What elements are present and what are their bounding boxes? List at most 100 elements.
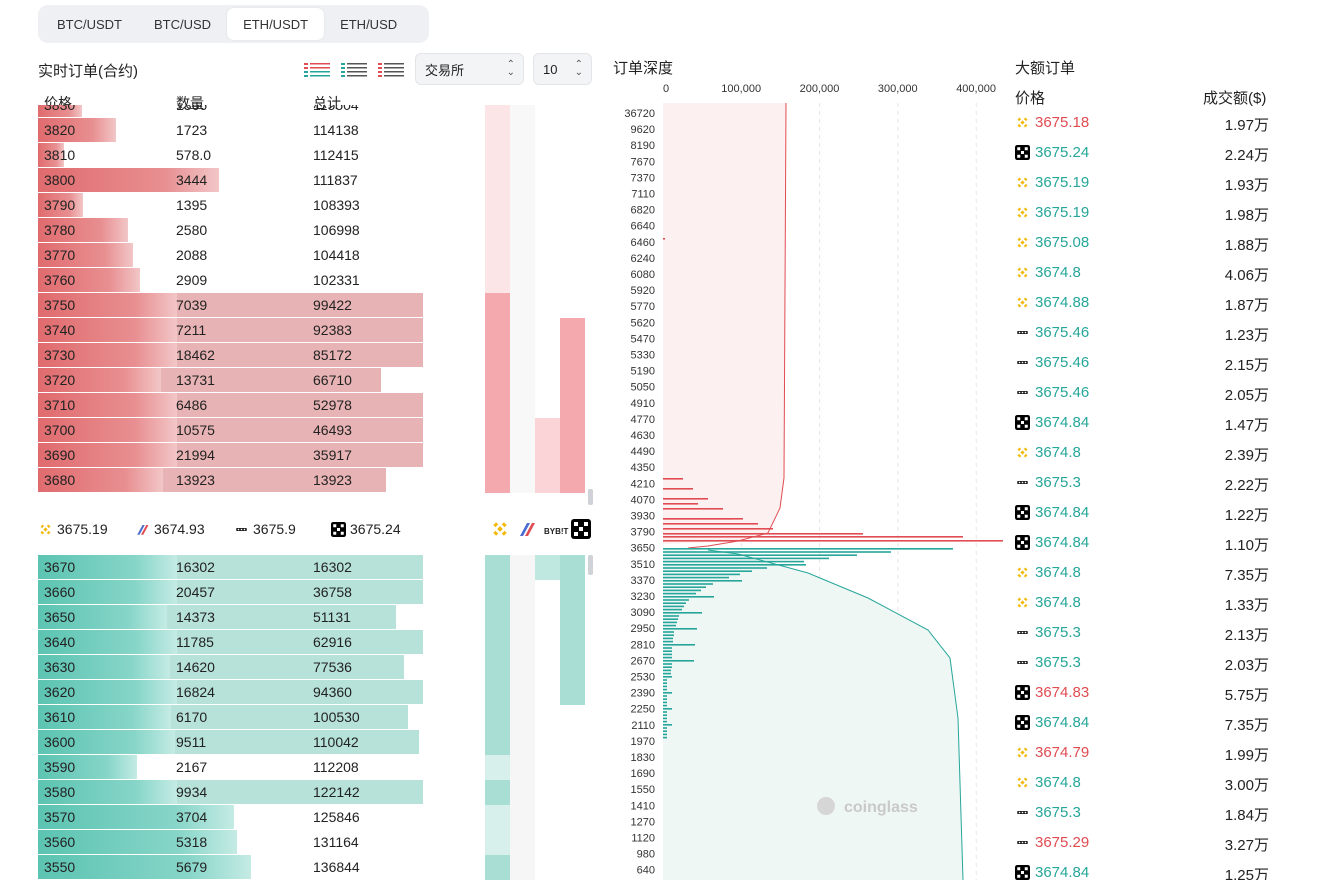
view-bids-icon[interactable] (340, 60, 368, 80)
large-order-row[interactable]: 3674.8 2.39万 (1015, 438, 1275, 468)
row-qty: 578.0 (176, 147, 212, 163)
bid-row[interactable]: 3560 5318 131164 (38, 830, 423, 855)
heat-cell (560, 343, 585, 368)
bitmex-filter-icon[interactable] (517, 519, 537, 544)
bid-row[interactable]: 3580 9934 122142 (38, 780, 423, 805)
ask-row[interactable]: 3710 6486 52978 (38, 393, 423, 418)
y-tick-label: 640 (637, 865, 655, 877)
bid-bar (663, 720, 667, 723)
bid-bar (663, 608, 682, 611)
bids-scrollbar[interactable] (588, 555, 593, 575)
asks-scrollbar[interactable] (588, 489, 593, 505)
large-order-amount: 1.99万 (1224, 747, 1269, 764)
exchange-select[interactable]: 交易所 ⌃ ⌄ (415, 53, 524, 85)
heat-cell (535, 268, 560, 293)
bitmex-icon (135, 522, 150, 537)
bid-row[interactable]: 3620 16824 94360 (38, 680, 423, 705)
ask-row[interactable]: 3750 7039 99422 (38, 293, 423, 318)
large-order-row[interactable]: 3675.3 2.13万 (1015, 618, 1275, 648)
large-order-row[interactable]: 3674.83 5.75万 (1015, 678, 1275, 708)
row-qty: 6170 (176, 709, 208, 725)
tab-btc-usd[interactable]: BTC/USD (154, 16, 212, 32)
bid-row[interactable]: 3640 11785 62916 (38, 630, 423, 655)
large-order-row[interactable]: 3675.19 1.98万 (1015, 198, 1275, 228)
depth-select[interactable]: 10 ⌃ ⌄ (533, 53, 592, 85)
ask-row[interactable]: 3680 13923 13923 (38, 468, 423, 493)
view-asks-icon[interactable] (377, 60, 405, 80)
binance-icon (1015, 745, 1030, 760)
large-order-row[interactable]: 3674.84 1.47万 (1015, 408, 1275, 438)
large-order-row[interactable]: 3674.84 1.25万 (1015, 858, 1275, 880)
ask-row[interactable]: 3790 1395 108393 (38, 193, 423, 218)
ask-row[interactable]: 3810 578.0 112415 (38, 143, 423, 168)
tab-eth-usdt[interactable]: ETH/USDT (227, 8, 325, 40)
ask-row[interactable]: 3820 1723 114138 (38, 118, 423, 143)
large-order-row[interactable]: 3675.46 1.23万 (1015, 318, 1275, 348)
bybit-filter-icon[interactable]: BYB!T (544, 527, 569, 536)
large-order-row[interactable]: 3674.8 1.33万 (1015, 588, 1275, 618)
large-order-row[interactable]: 3674.8 4.06万 (1015, 258, 1275, 288)
tab-eth-usd[interactable]: ETH/USD (340, 16, 398, 32)
bid-bar (663, 548, 953, 550)
heat-cell (510, 680, 535, 705)
large-order-row[interactable]: 3675.3 2.03万 (1015, 648, 1275, 678)
bid-row[interactable]: 3590 2167 112208 (38, 755, 423, 780)
heat-cell (560, 268, 585, 293)
heat-cell (510, 555, 535, 580)
large-order-row[interactable]: 3674.88 1.87万 (1015, 288, 1275, 318)
qty-bar (38, 318, 177, 342)
bid-row[interactable]: 3630 14620 77536 (38, 655, 423, 680)
okx-filter-icon[interactable] (571, 519, 591, 544)
ask-row[interactable]: 3720 13731 66710 (38, 368, 423, 393)
large-order-row[interactable]: 3674.84 1.22万 (1015, 498, 1275, 528)
bid-row[interactable]: 3570 3704 125846 (38, 805, 423, 830)
bid-bar (663, 672, 671, 675)
large-order-row[interactable]: 3675.18 1.97万 (1015, 108, 1275, 138)
large-order-row[interactable]: 3674.8 3.00万 (1015, 768, 1275, 798)
large-order-price: 3674.88 (1035, 294, 1090, 311)
tab-btc-usdt[interactable]: BTC/USDT (57, 16, 122, 32)
ask-row[interactable]: 3700 10575 46493 (38, 418, 423, 443)
bid-row[interactable]: 3650 14373 51131 (38, 605, 423, 630)
large-order-row[interactable]: 3675.3 1.84万 (1015, 798, 1275, 828)
binance-filter-icon[interactable] (490, 519, 510, 544)
large-order-row[interactable]: 3674.84 7.35万 (1015, 708, 1275, 738)
bid-row[interactable]: 3670 16302 16302 (38, 555, 423, 580)
ask-row[interactable]: 3780 2580 106998 (38, 218, 423, 243)
bid-row[interactable]: 3600 9511 110042 (38, 730, 423, 755)
heat-cell (560, 118, 585, 143)
large-order-row[interactable]: 3675.08 1.88万 (1015, 228, 1275, 258)
heat-cell (535, 168, 560, 193)
ask-row[interactable]: 3690 21994 35917 (38, 443, 423, 468)
large-order-row[interactable]: 3674.79 1.99万 (1015, 738, 1275, 768)
heat-cell (510, 243, 535, 268)
heat-cell (535, 730, 560, 755)
large-order-row[interactable]: 3675.29 3.27万 (1015, 828, 1275, 858)
large-order-row[interactable]: 3675.46 2.15万 (1015, 348, 1275, 378)
ask-row[interactable]: 3770 2088 104418 (38, 243, 423, 268)
bid-row[interactable]: 3610 6170 100530 (38, 705, 423, 730)
large-order-row[interactable]: 3674.8 7.35万 (1015, 558, 1275, 588)
ask-row[interactable]: 3800 3444 111837 (38, 168, 423, 193)
row-price: 3630 (44, 659, 76, 675)
large-order-row[interactable]: 3675.24 2.24万 (1015, 138, 1275, 168)
view-both-icon[interactable] (303, 60, 331, 80)
bid-bar (663, 640, 673, 643)
bid-row[interactable]: 3550 5679 136844 (38, 855, 423, 880)
depth-select-value: 10 (543, 61, 558, 77)
ask-row[interactable]: 3740 7211 92383 (38, 318, 423, 343)
heat-cell (510, 293, 535, 318)
large-order-row[interactable]: 3675.46 2.05万 (1015, 378, 1275, 408)
bid-bar (663, 573, 740, 576)
ask-row[interactable]: 3760 2909 102331 (38, 268, 423, 293)
bid-row[interactable]: 3660 20457 36758 (38, 580, 423, 605)
y-tick-label: 7670 (631, 156, 655, 168)
ask-row[interactable]: 3730 18462 85172 (38, 343, 423, 368)
large-order-row[interactable]: 3675.19 1.93万 (1015, 168, 1275, 198)
row-qty: 3444 (176, 172, 208, 188)
ask-row[interactable]: 3830 1366 115504 (38, 105, 423, 118)
row-total: 114138 (313, 122, 359, 138)
large-order-row[interactable]: 3675.3 2.22万 (1015, 468, 1275, 498)
large-order-row[interactable]: 3674.84 1.10万 (1015, 528, 1275, 558)
okx-icon (1015, 715, 1030, 730)
